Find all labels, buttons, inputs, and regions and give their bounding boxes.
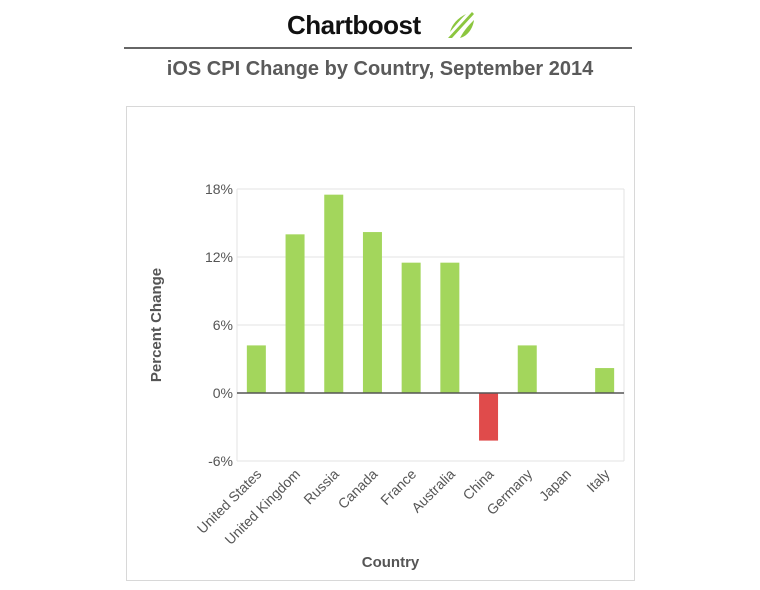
chart-container: -6% 0% 6% 12% 18% United States United Kingdom… — [126, 106, 635, 581]
bar — [517, 345, 537, 393]
x-tick-label: Canada — [335, 466, 381, 512]
brand-name: Chartboost — [287, 10, 421, 40]
y-tick-label: 0% — [213, 385, 233, 401]
y-tick-label: -6% — [208, 453, 233, 469]
bar — [595, 368, 615, 393]
leaf-logo-icon — [448, 12, 474, 38]
title-divider — [124, 47, 632, 49]
x-tick-label: Italy — [583, 466, 612, 495]
y-axis-title: Percent Change — [148, 268, 165, 382]
bar — [440, 262, 460, 393]
chart-title: iOS CPI Change by Country, September 201… — [166, 58, 594, 80]
y-tick-label: 18% — [205, 181, 233, 197]
y-tick-label: 12% — [205, 249, 233, 265]
bar — [324, 194, 344, 393]
bar — [285, 234, 305, 393]
chartboost-logo: Chartboost — [0, 6, 760, 42]
x-tick-label: Japan — [536, 466, 574, 504]
bar — [246, 345, 266, 393]
bar — [479, 393, 499, 441]
y-tick-label: 6% — [213, 317, 233, 333]
x-axis-title: Country — [362, 554, 420, 571]
x-tick-label: Australia — [408, 466, 458, 516]
bar — [362, 232, 382, 393]
bar — [401, 262, 421, 393]
